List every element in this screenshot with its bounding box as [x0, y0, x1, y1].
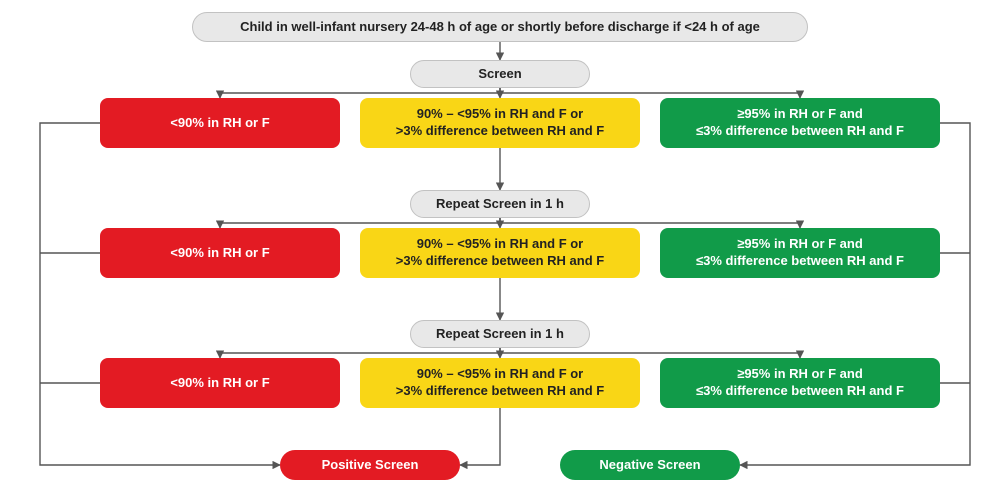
node-start: Child in well-infant nursery 24-48 h of …	[192, 12, 808, 42]
node-pos: Positive Screen	[280, 450, 460, 480]
node-r1_grn: ≥95% in RH or F and≤3% difference betwee…	[660, 98, 940, 148]
node-r3_grn: ≥95% in RH or F and≤3% difference betwee…	[660, 358, 940, 408]
node-screen3: Repeat Screen in 1 h	[410, 320, 590, 348]
node-r1_yel: 90% – <95% in RH and F or>3% difference …	[360, 98, 640, 148]
node-r1_red: <90% in RH or F	[100, 98, 340, 148]
node-r2_grn: ≥95% in RH or F and≤3% difference betwee…	[660, 228, 940, 278]
node-neg: Negative Screen	[560, 450, 740, 480]
node-r3_red: <90% in RH or F	[100, 358, 340, 408]
node-r2_yel: 90% – <95% in RH and F or>3% difference …	[360, 228, 640, 278]
node-r2_red: <90% in RH or F	[100, 228, 340, 278]
node-screen1: Screen	[410, 60, 590, 88]
node-screen2: Repeat Screen in 1 h	[410, 190, 590, 218]
node-r3_yel: 90% – <95% in RH and F or>3% difference …	[360, 358, 640, 408]
